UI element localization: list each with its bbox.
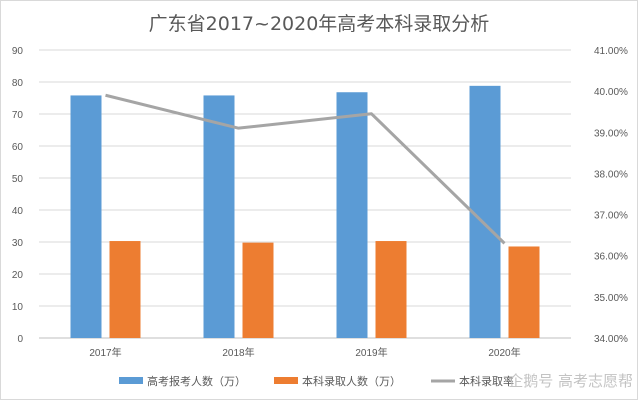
bar: [242, 242, 274, 338]
y-left-tick-label: 30: [12, 238, 24, 249]
watermark: 企鹅号 高考志愿帮: [508, 372, 633, 390]
y-left-tick-label: 20: [12, 270, 24, 281]
y-left-tick-label: 40: [12, 206, 24, 217]
y-right-tick-label: 39.00%: [594, 128, 628, 139]
legend-label: 本科录取率: [459, 374, 514, 388]
legend-swatch: [274, 377, 298, 384]
bar: [109, 241, 141, 338]
y-left-tick-label: 60: [12, 142, 24, 153]
legend-swatch: [119, 377, 143, 384]
legend-label: 本科录取人数（万）: [302, 374, 401, 388]
y-left-tick-label: 90: [12, 46, 24, 57]
bar: [508, 246, 540, 338]
chart-title: 广东省2017~2020年高考本科录取分析: [148, 13, 490, 35]
x-tick-label: 2019年: [355, 346, 387, 359]
y-left-tick-label: 80: [12, 78, 24, 89]
y-right-tick-label: 38.00%: [594, 169, 628, 180]
bar: [203, 95, 235, 338]
bar: [375, 241, 407, 338]
y-right-tick-label: 37.00%: [594, 211, 628, 222]
y-right-tick-label: 35.00%: [594, 293, 628, 304]
x-tick-label: 2017年: [89, 346, 121, 359]
x-tick-label: 2020年: [488, 346, 520, 359]
bar: [336, 92, 368, 339]
bar: [70, 95, 102, 338]
x-tick-label: 2018年: [222, 346, 254, 359]
y-left-tick-label: 10: [12, 302, 24, 313]
y-right-tick-label: 40.00%: [594, 87, 628, 98]
bar: [469, 85, 501, 338]
y-left-tick-label: 70: [12, 110, 24, 121]
series-line: [105, 93, 506, 245]
y-right-tick-label: 36.00%: [594, 252, 628, 263]
legend-label: 高考报考人数（万）: [147, 374, 246, 388]
y-left-tick-label: 0: [17, 334, 23, 345]
y-left-tick-label: 50: [12, 174, 24, 185]
y-right-tick-label: 41.00%: [594, 46, 628, 57]
y-right-tick-label: 34.00%: [594, 334, 628, 345]
